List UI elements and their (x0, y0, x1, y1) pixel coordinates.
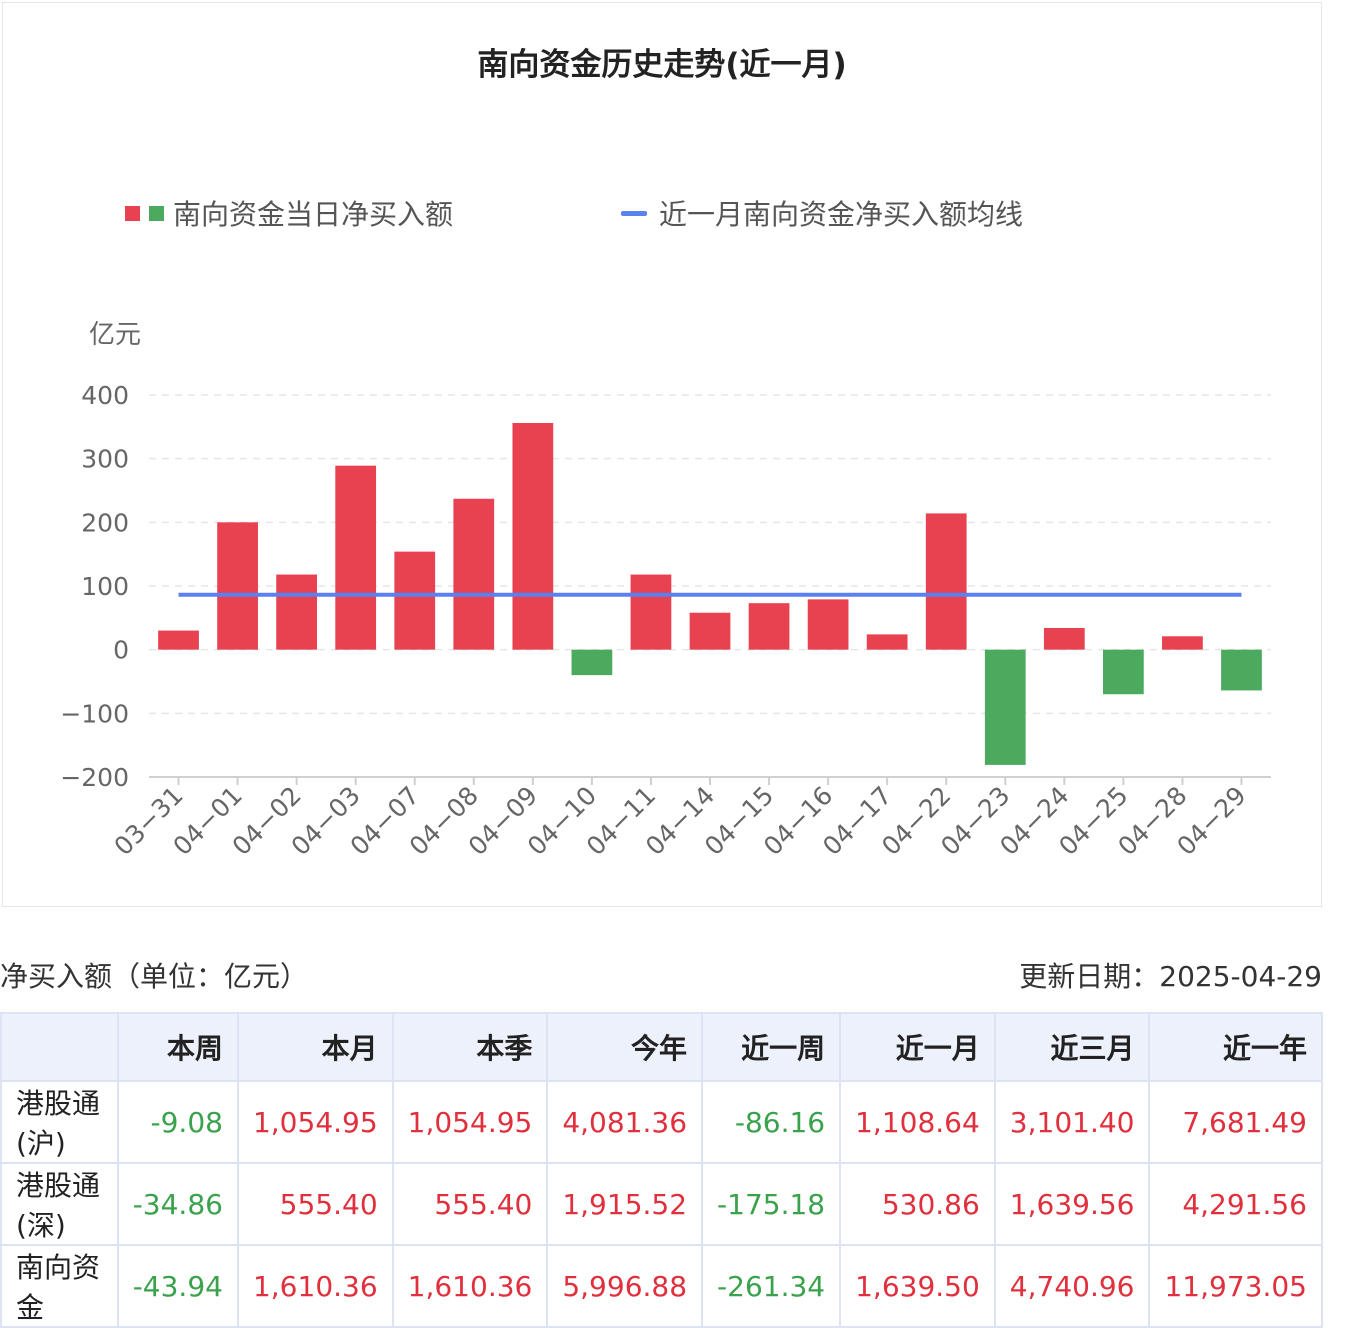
table-cell: -261.34 (701, 1244, 842, 1328)
table-cell: 7,681.49 (1148, 1080, 1323, 1164)
legend-line-swatch (621, 210, 647, 216)
col-header-last-year: 近一年 (1148, 1012, 1323, 1082)
y-tick-label: 400 (81, 381, 129, 410)
bar-layer (158, 423, 1262, 765)
net-buy-table: 本周 本月 本季 今年 近一周 近一月 近三月 近一年 港股通(沪) -9.08… (0, 1012, 1323, 1328)
bar-04-16 (807, 599, 849, 650)
bar-04-14 (689, 612, 731, 650)
legend-green-swatch (149, 205, 164, 221)
bar-04-29 (1221, 649, 1262, 691)
grid-layer (149, 394, 1271, 715)
table-cell: -9.08 (116, 1080, 239, 1164)
chart-title: 南向资金历史走势(近一月) (477, 47, 847, 83)
table-cell: 4,740.96 (993, 1244, 1151, 1328)
table-cell: 5,996.88 (546, 1244, 704, 1328)
bar-04-28 (1162, 636, 1203, 650)
y-tick-label: 200 (81, 508, 129, 537)
table-cell: -175.18 (701, 1162, 842, 1246)
table-caption: 净买入额（单位：亿元） (0, 960, 309, 993)
col-header-blank (0, 1012, 119, 1082)
y-tick-label: −100 (60, 699, 129, 728)
bar-04-15 (748, 603, 790, 650)
y-tick-label: 300 (81, 445, 129, 474)
table-cell: 1,610.36 (236, 1244, 394, 1328)
row-name: 港股通(深) (0, 1162, 119, 1246)
table-cell: 1,108.64 (839, 1080, 996, 1164)
bar-04-23 (984, 649, 1026, 765)
y-tick-label: −200 (60, 763, 129, 792)
table-cell: -86.16 (701, 1080, 842, 1164)
update-date: 更新日期：2025-04-29 (1019, 960, 1322, 993)
bar-04-25 (1102, 649, 1144, 695)
col-header-this-month: 本月 (236, 1012, 394, 1082)
table-cell: 11,973.05 (1148, 1244, 1323, 1328)
table-cell: -34.86 (116, 1162, 239, 1246)
legend-red-swatch (125, 205, 140, 221)
table-header-row: 本周 本月 本季 今年 近一周 近一月 近三月 近一年 (0, 1012, 1323, 1082)
table-row: 港股通(沪) -9.08 1,054.95 1,054.95 4,081.36 … (0, 1080, 1323, 1164)
table-cell: 4,081.36 (546, 1080, 704, 1164)
table-cell: 4,291.56 (1148, 1162, 1323, 1246)
table-cell: 3,101.40 (993, 1080, 1151, 1164)
legend-item-average-line[interactable]: 近一月南向资金净买入额均线 (621, 193, 1023, 233)
table-cell: 1,915.52 (546, 1162, 704, 1246)
table-cell: -43.94 (116, 1244, 239, 1328)
col-header-last-3-months: 近三月 (993, 1012, 1151, 1082)
legend-label-daily-net-buy: 南向资金当日净买入额 (173, 198, 454, 231)
bar-04-10 (571, 649, 613, 676)
chart-panel: 南向资金历史走势(近一月) 南向资金当日净买入额 近一月南向资金净买入额均线 亿… (2, 2, 1322, 907)
bar-04-01 (217, 522, 258, 650)
bar-04-22 (925, 513, 967, 650)
table-cell: 1,610.36 (391, 1244, 549, 1328)
row-name: 港股通(沪) (0, 1080, 119, 1164)
row-name: 南向资金 (0, 1244, 119, 1328)
bar-04-07 (394, 551, 436, 650)
table-cell: 555.40 (236, 1162, 394, 1246)
table-row: 港股通(深) -34.86 555.40 555.40 1,915.52 -17… (0, 1162, 1323, 1246)
bar-04-11 (630, 574, 672, 650)
bar-04-17 (866, 634, 908, 650)
table-row: 南向资金 -43.94 1,610.36 1,610.36 5,996.88 -… (0, 1244, 1323, 1328)
bar-04-03 (335, 465, 377, 650)
bar-04-09 (512, 423, 554, 650)
legend-item-daily-net-buy[interactable]: 南向资金当日净买入额 (125, 193, 453, 233)
table-cell: 530.86 (839, 1162, 996, 1246)
col-header-this-year: 今年 (546, 1012, 704, 1082)
y-tick-label: 0 (113, 636, 129, 665)
col-header-this-week: 本周 (116, 1012, 239, 1082)
bar-04-02 (276, 574, 318, 650)
table-cell: 555.40 (391, 1162, 549, 1246)
bar-04-08 (453, 498, 495, 650)
col-header-last-week: 近一周 (701, 1012, 842, 1082)
bar-03-31 (158, 630, 199, 650)
y-tick-label: 100 (81, 572, 129, 601)
table-cell: 1,639.50 (839, 1244, 996, 1328)
table-cell: 1,054.95 (391, 1080, 549, 1164)
bar-04-24 (1043, 628, 1085, 650)
col-header-last-month: 近一月 (839, 1012, 996, 1082)
table-cell: 1,639.56 (993, 1162, 1151, 1246)
y-axis-unit-label: 亿元 (89, 320, 141, 350)
table-cell: 1,054.95 (236, 1080, 394, 1164)
bar-chart: 亿元4003002001000−100−20003−3104−0104−0204… (60, 320, 1271, 861)
col-header-this-quarter: 本季 (391, 1012, 549, 1082)
legend-label-average-line: 近一月南向资金净买入额均线 (659, 198, 1024, 231)
